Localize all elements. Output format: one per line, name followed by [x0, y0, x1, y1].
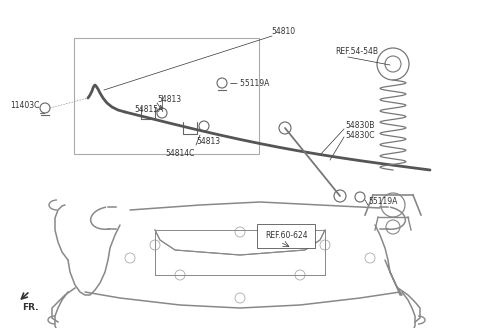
Text: 55119A: 55119A	[368, 197, 397, 207]
Text: 54813: 54813	[196, 137, 220, 147]
Text: FR.: FR.	[22, 303, 38, 313]
Text: 11403C: 11403C	[10, 101, 39, 111]
Text: 54813: 54813	[157, 95, 181, 105]
Text: 54815A: 54815A	[134, 106, 163, 114]
Text: 54830C: 54830C	[345, 132, 374, 140]
Text: — 55119A: — 55119A	[230, 78, 269, 88]
Bar	[74, 38, 259, 154]
Text: REF.60-624: REF.60-624	[265, 232, 308, 240]
Text: REF.54-54B: REF.54-54B	[335, 48, 378, 56]
Text: 54814C: 54814C	[165, 149, 194, 157]
Text: 54810: 54810	[271, 28, 295, 36]
Text: 54830B: 54830B	[345, 121, 374, 131]
